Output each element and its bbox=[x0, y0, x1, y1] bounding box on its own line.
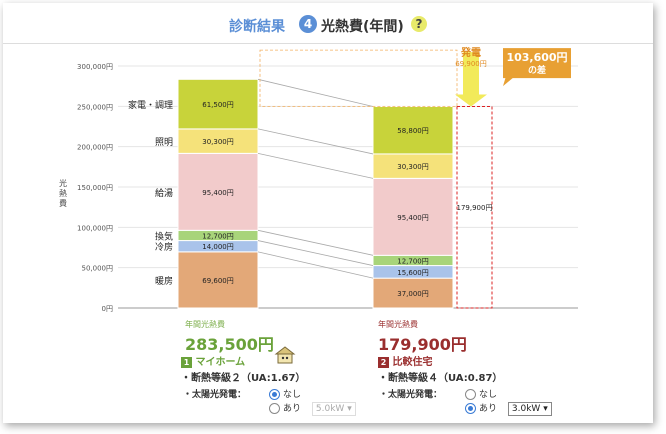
mine-solar-capacity-select[interactable]: 5.0kW ▾ bbox=[311, 401, 356, 416]
bar-value-label: 58,800円 bbox=[397, 127, 429, 135]
bar-segment bbox=[177, 251, 259, 309]
compare-solar-none-option[interactable]: なし bbox=[465, 387, 497, 400]
compare-total-value: 179,900円 bbox=[378, 335, 467, 354]
chevron-down-icon: ▾ bbox=[347, 403, 352, 414]
y-tick-label: 0円 bbox=[102, 305, 113, 313]
bar-value-label: 95,400円 bbox=[202, 189, 234, 197]
bar-value-label: 69,600円 bbox=[202, 277, 234, 285]
connector-line bbox=[257, 128, 374, 155]
y-axis-label-char: 熱 bbox=[59, 188, 67, 198]
y-tick-label: 50,000円 bbox=[82, 265, 114, 273]
compare-solar-none-label: なし bbox=[479, 390, 498, 400]
mine-solar-none-radio[interactable] bbox=[269, 389, 280, 400]
result-panel: 診断結果 4 光熱費(年間) ? 0円 50,000円 100,000円 150,00… bbox=[3, 3, 653, 423]
compare-solar-capacity-select[interactable]: 3.0kW ▾ bbox=[507, 401, 552, 416]
solar-offset-outline bbox=[259, 49, 458, 107]
compare-house-title: 2 比較住宅 bbox=[378, 353, 432, 368]
y-axis-label-char: 費 bbox=[59, 198, 67, 208]
mine-insulation-grade: ・断熱等級２（UA:1.67） bbox=[181, 373, 306, 384]
bar-value-label: 37,000円 bbox=[397, 290, 429, 298]
series-name-label: 冷房 bbox=[155, 241, 173, 253]
mine-total-caption: 年間光熱費 bbox=[185, 320, 225, 329]
compare-total-block: 年間光熱費 179,900円 bbox=[378, 319, 467, 355]
mine-number-badge: 1 bbox=[181, 357, 192, 368]
compare-number-badge: 2 bbox=[378, 357, 389, 368]
bar-segment bbox=[372, 277, 454, 309]
mine-solar-none-option[interactable]: なし bbox=[269, 387, 301, 400]
bar-value-label: 30,300円 bbox=[397, 163, 429, 171]
solar-title: 発電 bbox=[460, 46, 481, 59]
mine-total-block: 年間光熱費 283,500円 bbox=[185, 319, 274, 355]
diff-suffix: の差 bbox=[528, 64, 546, 76]
y-tick-label: 150,000円 bbox=[77, 184, 113, 192]
mine-solar-label: ・太陽光発電： bbox=[183, 390, 247, 400]
solar-value-label: 69,900円 bbox=[455, 60, 487, 68]
connector-line bbox=[257, 240, 374, 266]
chevron-down-icon: ▾ bbox=[543, 403, 548, 414]
bar-segment bbox=[177, 78, 259, 130]
bar-value-label: 95,400円 bbox=[397, 214, 429, 222]
compare-solar-yes-option[interactable]: あり 3.0kW ▾ bbox=[465, 401, 552, 416]
y-axis-label-char: 光 bbox=[59, 178, 67, 188]
y-tick-label: 200,000円 bbox=[77, 144, 113, 152]
mine-house-name: マイホーム bbox=[195, 357, 246, 368]
series-name-label: 照明 bbox=[155, 137, 173, 148]
connector-line bbox=[257, 251, 374, 279]
energy-cost-chart: 0円 50,000円 100,000円 150,000円 200,000円 250,000… bbox=[59, 46, 578, 313]
diff-callout-tail bbox=[503, 76, 515, 87]
mine-house-title: 1 マイホーム bbox=[181, 353, 245, 368]
mine-solar-yes-radio[interactable] bbox=[269, 403, 280, 414]
bar-value-label: 12,700円 bbox=[397, 257, 429, 265]
compare-solar-yes-label: あり bbox=[479, 404, 498, 414]
mine-solar-yes-option[interactable]: あり 5.0kW ▾ bbox=[269, 401, 356, 416]
solar-arrow-head bbox=[455, 94, 487, 107]
y-tick-label: 300,000円 bbox=[77, 63, 113, 71]
compare-total-caption: 年間光熱費 bbox=[378, 320, 418, 329]
connector-line bbox=[257, 229, 374, 256]
net-cost-outline bbox=[456, 105, 493, 309]
mine-solar-none-label: なし bbox=[283, 390, 302, 400]
compare-solar-capacity-value: 3.0kW bbox=[511, 403, 541, 414]
series-name-label: 給湯 bbox=[155, 187, 173, 199]
step-number-badge: 4 bbox=[299, 15, 317, 33]
diff-amount: 103,600円 bbox=[506, 51, 567, 64]
house-mascot-icon bbox=[273, 345, 297, 369]
connector-line bbox=[257, 78, 374, 107]
series-name-label: 換気 bbox=[155, 230, 173, 242]
header-title: 診断結果 bbox=[229, 19, 285, 35]
help-icon[interactable]: ? bbox=[411, 16, 427, 32]
header-subtitle: 光熱費(年間) bbox=[321, 19, 404, 35]
diff-callout-box bbox=[503, 48, 571, 79]
compare-solar-yes-radio[interactable] bbox=[465, 403, 476, 414]
bar-segment bbox=[372, 153, 454, 179]
compare-house-name: 比較住宅 bbox=[392, 357, 433, 368]
mine-total-value: 283,500円 bbox=[185, 335, 274, 354]
compare-insulation-grade: ・断熱等級４（UA:0.87） bbox=[378, 373, 503, 384]
result-header: 診断結果 4 光熱費(年間) ? bbox=[3, 3, 653, 44]
y-tick-label: 100,000円 bbox=[77, 224, 113, 232]
compare-solar-none-radio[interactable] bbox=[465, 389, 476, 400]
bar-segment bbox=[372, 177, 454, 256]
mine-solar-yes-label: あり bbox=[283, 404, 302, 414]
bar-segment bbox=[372, 105, 454, 155]
series-name-label: 暖房 bbox=[155, 275, 173, 287]
bar-value-label: 14,000円 bbox=[202, 243, 234, 251]
bar-value-label: 12,700円 bbox=[202, 232, 234, 240]
net-cost-label: 179,900円 bbox=[457, 204, 493, 212]
connector-line bbox=[257, 152, 374, 179]
solar-arrow-shaft bbox=[463, 52, 479, 95]
bar-value-label: 30,300円 bbox=[202, 138, 234, 146]
series-name-label: 家電・調理 bbox=[128, 99, 173, 111]
compare-solar-label: ・太陽光発電： bbox=[379, 390, 443, 400]
bar-value-label: 15,600円 bbox=[397, 269, 429, 277]
bar-value-label: 61,500円 bbox=[202, 101, 234, 109]
mine-solar-capacity-value: 5.0kW bbox=[315, 403, 345, 414]
y-tick-label: 250,000円 bbox=[77, 103, 113, 111]
